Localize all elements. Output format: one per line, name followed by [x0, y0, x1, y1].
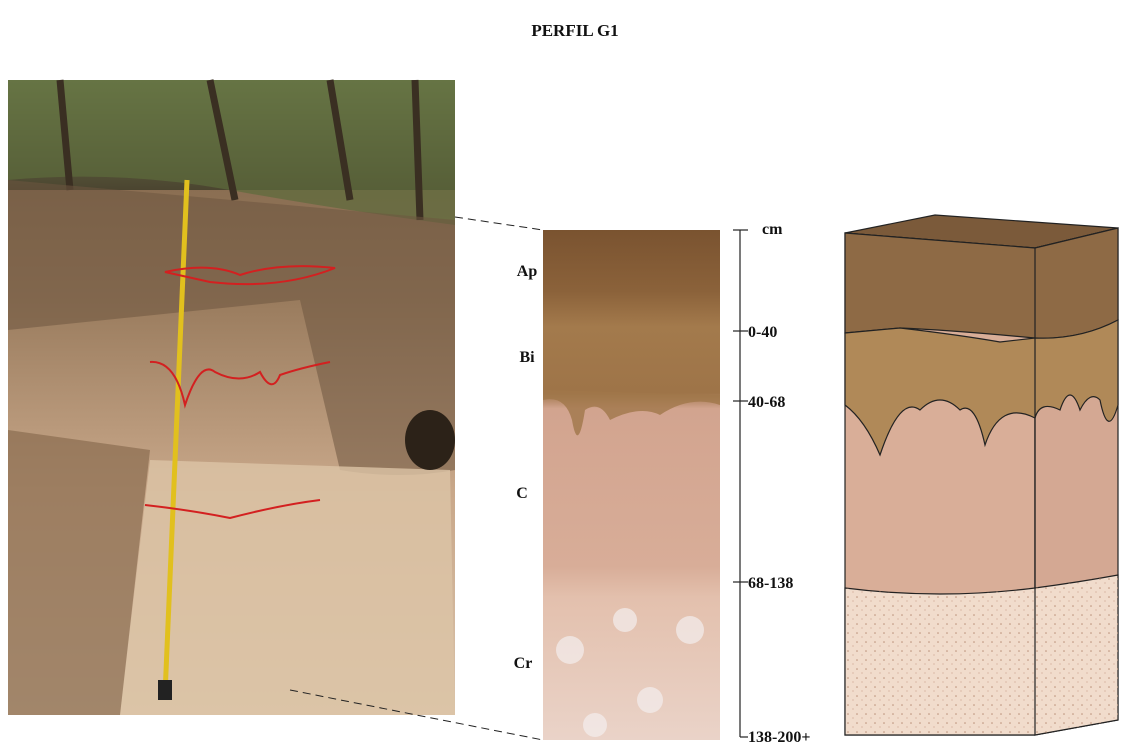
horizon-label: C	[516, 485, 528, 502]
soil-block	[845, 215, 1118, 735]
depth-label: 138-200+	[748, 729, 810, 743]
horizon-label: Ap	[517, 263, 538, 280]
connector	[455, 217, 543, 230]
depth-label: 68-138	[748, 575, 793, 592]
title: PERFIL G1	[531, 21, 618, 40]
horizon-label: Cr	[514, 655, 533, 672]
scale-unit: cm	[762, 221, 783, 238]
depth-label: 0-40	[748, 324, 777, 341]
depth-scale	[733, 230, 748, 737]
photo	[8, 80, 455, 715]
profile-column	[543, 230, 720, 740]
depth-label: 40-68	[748, 394, 785, 411]
soil-profile-figure: PERFIL G1 Ap Bi C Cr cm 0-40 40-68 68-13…	[0, 0, 1121, 743]
horizon-label: Bi	[519, 349, 535, 366]
